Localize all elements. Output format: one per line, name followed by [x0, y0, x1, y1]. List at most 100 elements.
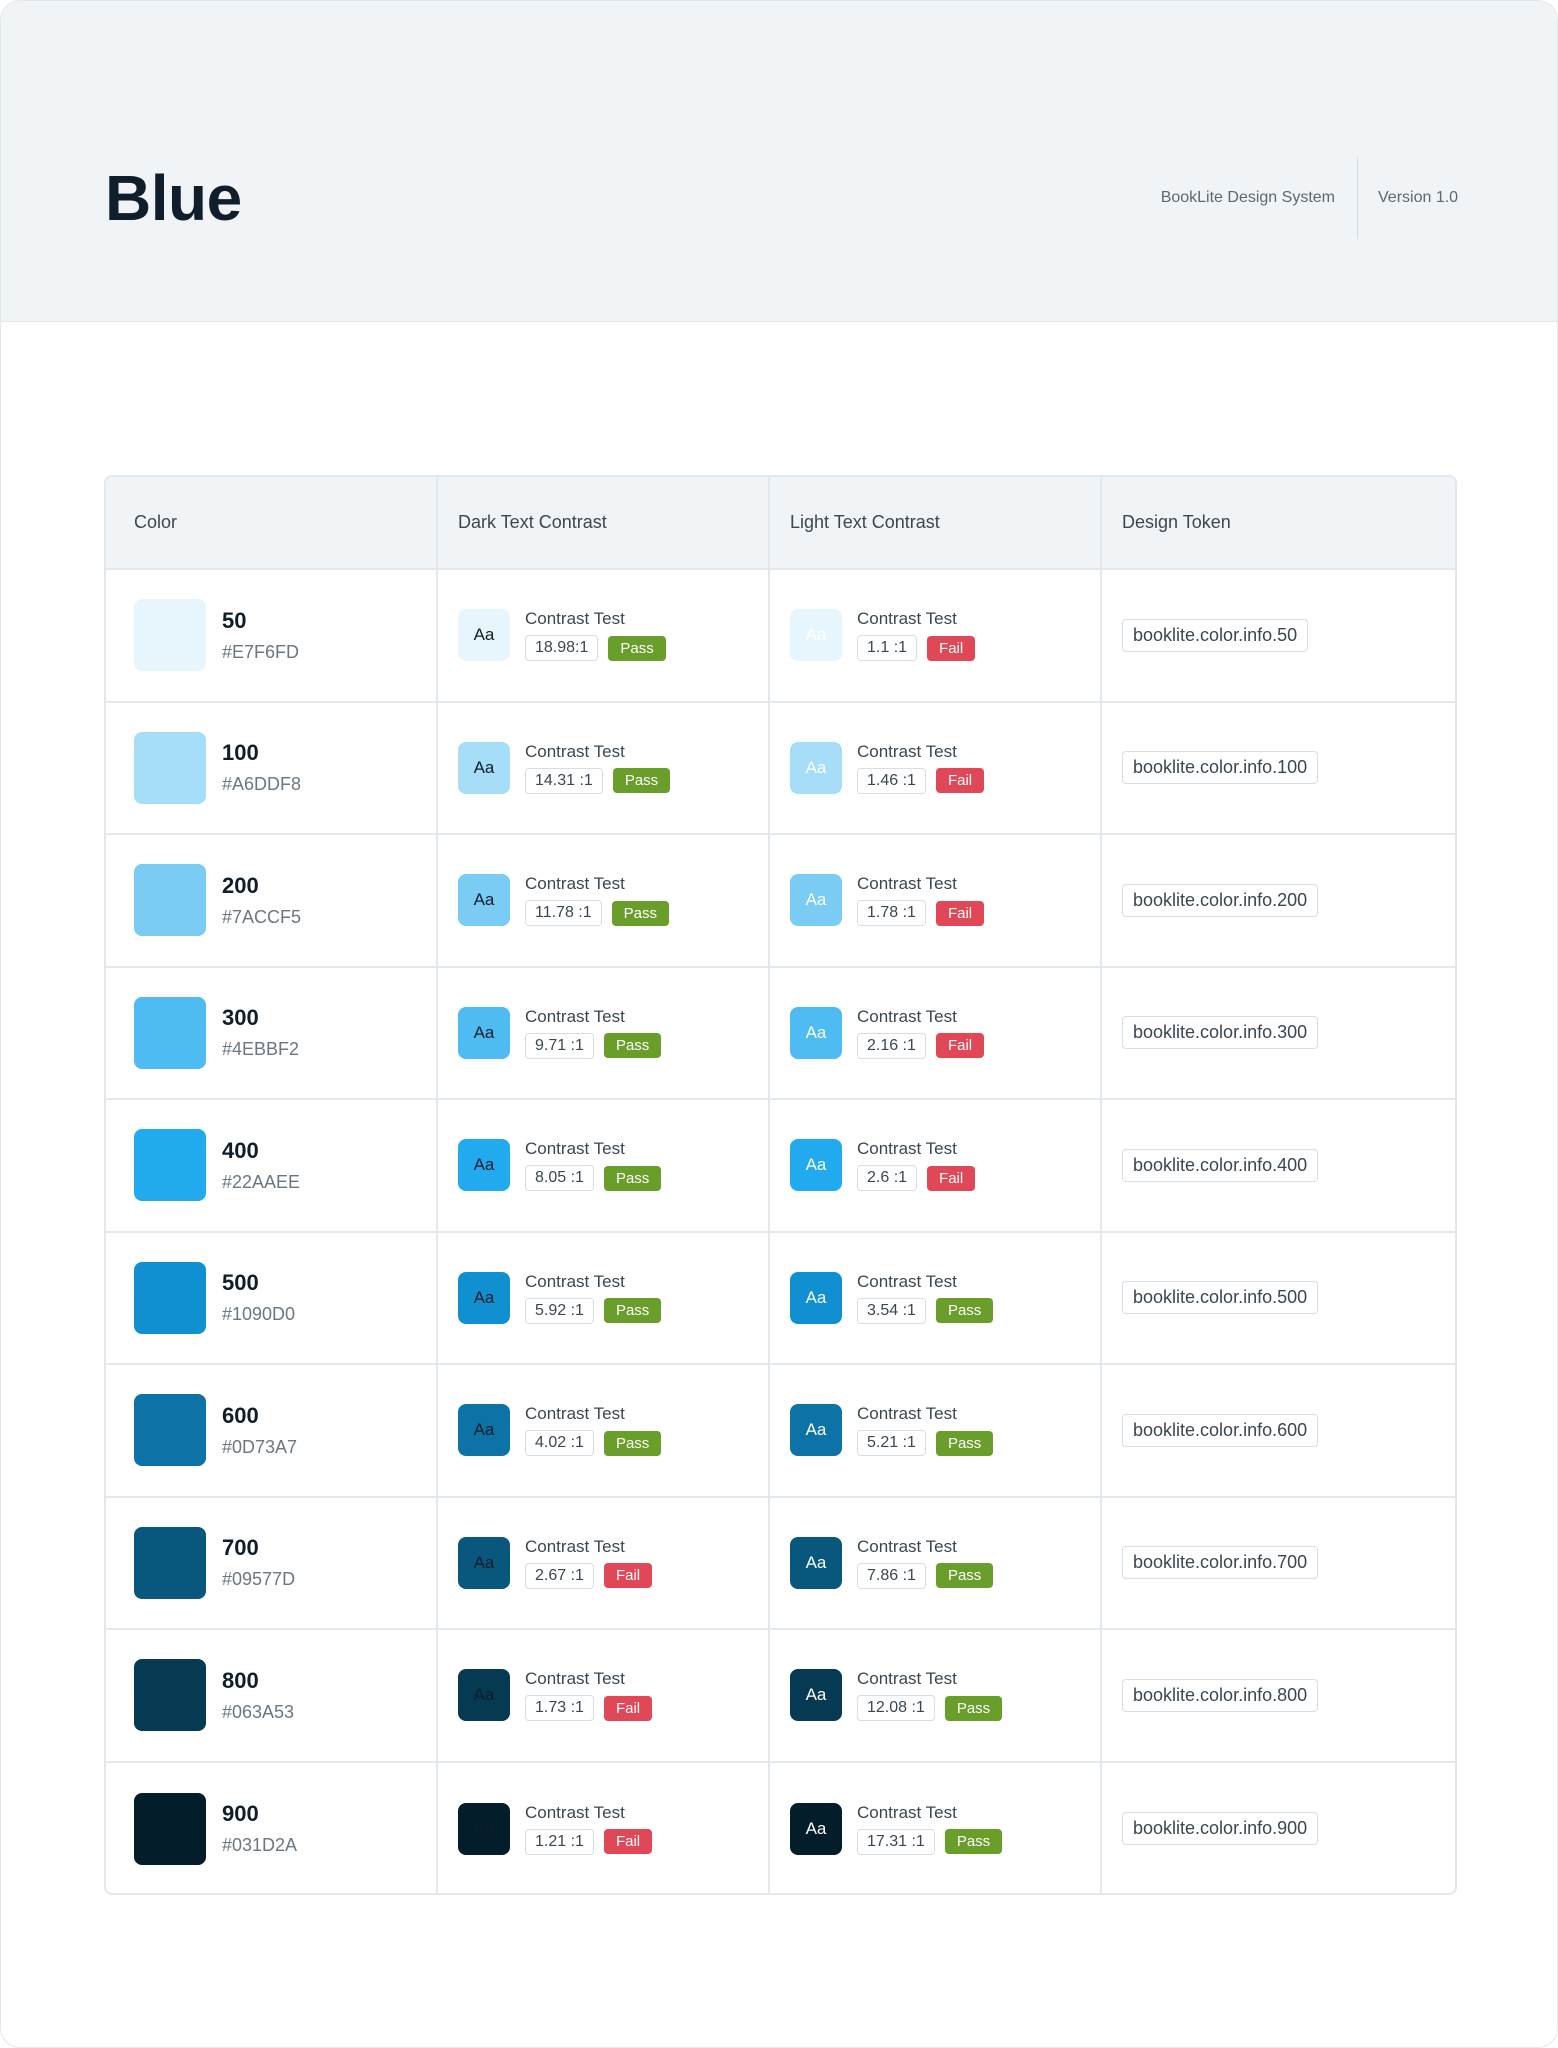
design-token[interactable]: booklite.color.info.600 — [1122, 1413, 1319, 1447]
result-badge: Fail — [935, 768, 985, 794]
light-contrast-info: Contrast Test 3.54 :1 Pass — [857, 1272, 994, 1324]
table-row: 400 #22AAEE Aa Contrast Test 8.05 :1 Pas… — [106, 1100, 1455, 1233]
design-token-cell: booklite.color.info.800 — [1102, 1630, 1455, 1761]
contrast-result-line: 1.73 :1 Fail — [525, 1695, 653, 1722]
design-token[interactable]: booklite.color.info.800 — [1122, 1678, 1319, 1712]
contrast-test-label: Contrast Test — [525, 1669, 625, 1689]
light-contrast-info: Contrast Test 1.1 :1 Fail — [857, 609, 976, 662]
contrast-ratio: 14.31 :1 — [525, 767, 603, 794]
design-token[interactable]: booklite.color.info.300 — [1122, 1016, 1319, 1050]
contrast-test-label: Contrast Test — [525, 874, 625, 894]
contrast-result-line: 2.67 :1 Fail — [525, 1562, 653, 1589]
design-token-cell: booklite.color.info.700 — [1102, 1498, 1455, 1629]
result-badge: Pass — [611, 900, 669, 926]
contrast-result-line: 1.21 :1 Fail — [525, 1828, 653, 1855]
page-header: Blue BookLite Design System Version 1.0 — [1, 1, 1557, 322]
design-token[interactable]: booklite.color.info.900 — [1122, 1812, 1319, 1846]
shade-info: 600 #0D73A7 — [222, 1403, 297, 1458]
color-cell: 400 #22AAEE — [106, 1100, 438, 1231]
contrast-ratio: 2.67 :1 — [525, 1562, 594, 1589]
shade-name: 600 — [222, 1402, 259, 1428]
table-row: 900 #031D2A Aa Contrast Test 1.21 :1 Fai… — [106, 1762, 1455, 1893]
contrast-ratio: 3.54 :1 — [857, 1297, 926, 1324]
shade-name: 300 — [222, 1005, 259, 1031]
shade-info: 300 #4EBBF2 — [222, 1005, 299, 1060]
color-table: Color Dark Text Contrast Light Text Cont… — [104, 475, 1457, 1895]
light-contrast-cell: Aa Contrast Test 1.78 :1 Fail — [770, 835, 1102, 966]
design-token[interactable]: booklite.color.info.200 — [1122, 883, 1319, 917]
shade-info: 500 #1090D0 — [222, 1270, 295, 1325]
design-token[interactable]: booklite.color.info.400 — [1122, 1148, 1319, 1182]
shade-name: 700 — [222, 1535, 259, 1561]
shade-hex: #A6DDF8 — [222, 774, 302, 795]
design-token[interactable]: booklite.color.info.700 — [1122, 1546, 1319, 1580]
design-token[interactable]: booklite.color.info.100 — [1122, 751, 1319, 785]
shade-info: 800 #063A53 — [222, 1668, 294, 1723]
table-row: 100 #A6DDF8 Aa Contrast Test 14.31 :1 Pa… — [106, 702, 1455, 835]
dark-text-sample: Aa — [458, 1404, 510, 1457]
contrast-test-label: Contrast Test — [525, 741, 625, 761]
table-row: 300 #4EBBF2 Aa Contrast Test 9.71 :1 Pas… — [106, 967, 1455, 1100]
dark-contrast-info: Contrast Test 1.21 :1 Fail — [525, 1803, 653, 1855]
result-badge: Fail — [935, 1033, 985, 1059]
light-contrast-cell: Aa Contrast Test 1.46 :1 Fail — [770, 702, 1102, 833]
contrast-result-line: 5.92 :1 Pass — [525, 1297, 662, 1324]
table-body: 50 #E7F6FD Aa Contrast Test 18.98:1 Pass… — [106, 570, 1455, 1893]
contrast-result-line: 14.31 :1 Pass — [525, 767, 671, 794]
table-header: Color Dark Text Contrast Light Text Cont… — [106, 477, 1455, 570]
version-label: Version 1.0 — [1378, 189, 1459, 206]
shade-hex: #7ACCF5 — [222, 906, 302, 927]
result-badge: Pass — [603, 1165, 662, 1191]
color-cell: 50 #E7F6FD — [106, 570, 438, 701]
light-contrast-cell: Aa Contrast Test 3.54 :1 Pass — [770, 1232, 1102, 1363]
contrast-test-label: Contrast Test — [857, 1404, 957, 1424]
contrast-ratio: 1.21 :1 — [525, 1828, 594, 1855]
dark-contrast-cell: Aa Contrast Test 4.02 :1 Pass — [438, 1365, 770, 1496]
light-contrast-info: Contrast Test 2.6 :1 Fail — [857, 1139, 976, 1192]
light-text-sample: Aa — [790, 1271, 842, 1324]
color-swatch — [134, 1792, 206, 1865]
shade-hex: #E7F6FD — [222, 641, 300, 662]
column-header-design-token: Design Token — [1122, 512, 1231, 532]
contrast-result-line: 2.6 :1 Fail — [857, 1165, 976, 1192]
dark-contrast-cell: Aa Contrast Test 1.73 :1 Fail — [438, 1630, 770, 1761]
shade-info: 400 #22AAEE — [222, 1138, 300, 1193]
contrast-result-line: 7.86 :1 Pass — [857, 1562, 994, 1589]
dark-contrast-info: Contrast Test 5.92 :1 Pass — [525, 1272, 662, 1324]
contrast-test-label: Contrast Test — [857, 1802, 957, 1822]
contrast-ratio: 17.31 :1 — [857, 1828, 935, 1855]
result-badge: Pass — [603, 1298, 662, 1324]
dark-text-sample: Aa — [458, 1802, 510, 1855]
shade-hex: #22AAEE — [222, 1171, 301, 1192]
dark-contrast-cell: Aa Contrast Test 5.92 :1 Pass — [438, 1232, 770, 1363]
light-contrast-info: Contrast Test 5.21 :1 Pass — [857, 1404, 994, 1457]
contrast-test-label: Contrast Test — [857, 1139, 957, 1159]
contrast-result-line: 1.46 :1 Fail — [857, 767, 985, 794]
design-token[interactable]: booklite.color.info.50 — [1122, 618, 1309, 652]
contrast-test-label: Contrast Test — [857, 1006, 957, 1026]
dark-text-sample: Aa — [458, 741, 510, 794]
color-cell: 600 #0D73A7 — [106, 1365, 438, 1496]
dark-contrast-info: Contrast Test 11.78 :1 Pass — [525, 874, 669, 927]
design-token-cell: booklite.color.info.500 — [1102, 1233, 1455, 1364]
contrast-test-label: Contrast Test — [857, 609, 957, 629]
result-badge: Fail — [603, 1829, 653, 1855]
contrast-result-line: 4.02 :1 Pass — [525, 1430, 662, 1457]
contrast-ratio: 5.92 :1 — [525, 1297, 594, 1324]
contrast-ratio: 18.98:1 — [525, 635, 599, 662]
dark-text-sample: Aa — [458, 1139, 510, 1192]
contrast-test-label: Contrast Test — [525, 1006, 625, 1026]
meta-divider — [1357, 157, 1358, 239]
color-swatch — [134, 731, 206, 804]
shade-hex: #1090D0 — [222, 1304, 296, 1325]
contrast-result-line: 18.98:1 Pass — [525, 635, 666, 662]
design-token[interactable]: booklite.color.info.500 — [1122, 1281, 1319, 1315]
result-badge: Pass — [603, 1430, 662, 1456]
contrast-test-label: Contrast Test — [857, 1536, 957, 1556]
shade-hex: #4EBBF2 — [222, 1039, 300, 1060]
contrast-ratio: 1.73 :1 — [525, 1695, 594, 1722]
light-contrast-info: Contrast Test 2.16 :1 Fail — [857, 1006, 985, 1059]
dark-contrast-info: Contrast Test 18.98:1 Pass — [525, 609, 666, 662]
shade-name: 500 — [222, 1270, 259, 1296]
design-token-cell: booklite.color.info.400 — [1102, 1100, 1455, 1231]
